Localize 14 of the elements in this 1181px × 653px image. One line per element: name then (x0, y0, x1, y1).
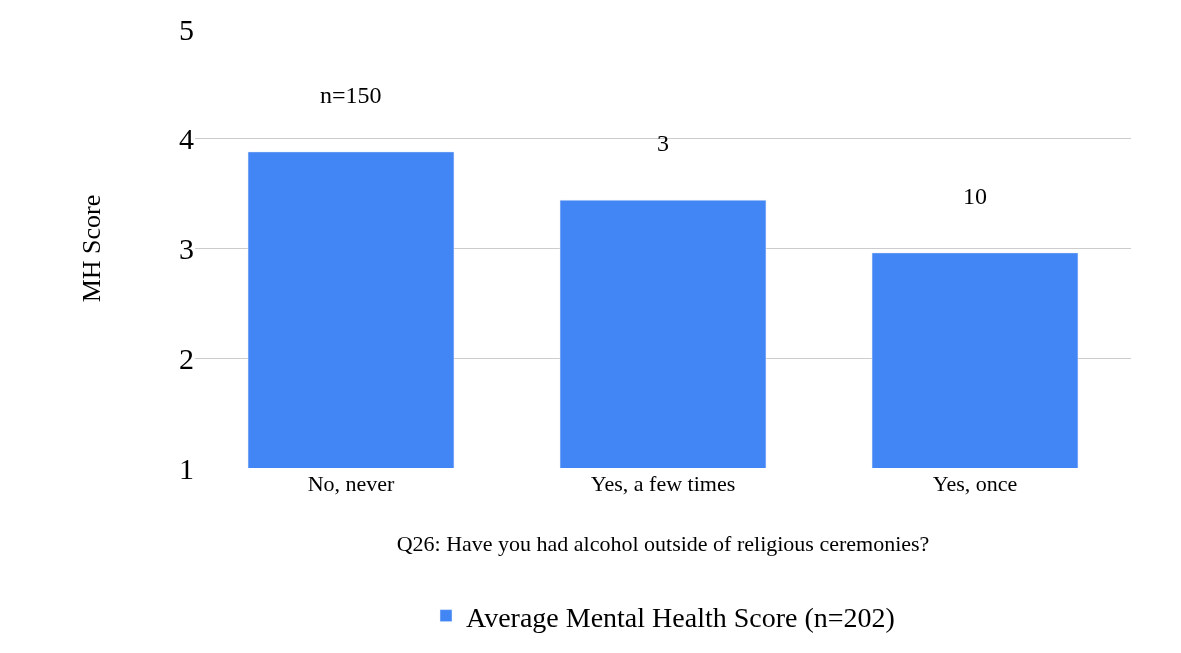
x-tick-label: Yes, once (932, 471, 1018, 496)
legend-label: Average Mental Health Score (n=202) (466, 601, 895, 633)
y-tick-label: 5 (179, 12, 194, 46)
y-tick-label: 2 (179, 341, 194, 375)
y-tick-label: 1 (179, 451, 194, 485)
x-tick-label: No, never (307, 471, 396, 496)
y-axis-title: MH Score (77, 194, 107, 303)
x-tick-label: Yes, a few times (590, 471, 736, 496)
annotation: 3 (657, 130, 669, 156)
annotation: n=150 (320, 82, 382, 108)
y-tick-label: 4 (179, 122, 194, 156)
x-axis-title: Q26: Have you had alcohol outside of religious ceremonies? (396, 530, 930, 556)
annotation: 10 (963, 183, 987, 209)
y-tick-label: 3 (179, 232, 194, 265)
